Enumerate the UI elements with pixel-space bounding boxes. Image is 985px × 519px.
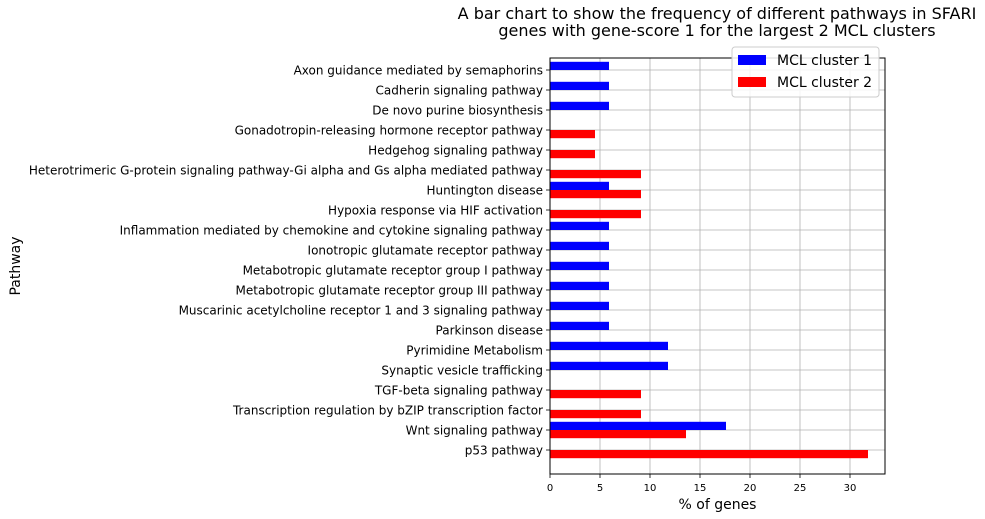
y-tick-label: Inflammation mediated by chemokine and c… (120, 224, 543, 238)
bar-series-1-12 (550, 301, 609, 310)
bar-series-2-3 (550, 130, 595, 139)
x-axis-label: % of genes (679, 497, 757, 513)
y-tick-label: Ionotropic glutamate receptor pathway (308, 244, 543, 258)
bar-series-1-1 (550, 81, 609, 90)
bar-series-2-6 (550, 190, 641, 199)
bar-series-1-10 (550, 261, 609, 270)
y-tick-label: De novo purine biosynthesis (372, 104, 543, 118)
y-tick-label: Parkinson disease (436, 324, 543, 338)
bar-series-1-18 (550, 421, 726, 430)
y-tick-label: Huntington disease (426, 184, 543, 198)
x-tick-label: 25 (794, 483, 807, 494)
y-tick-label: Wnt signaling pathway (406, 424, 543, 438)
y-tick-label: Metabotropic glutamate receptor group II… (236, 284, 544, 298)
plot-frame (549, 57, 886, 475)
bars (550, 61, 868, 459)
x-tick-label: 20 (744, 483, 757, 494)
bar-series-2-7 (550, 210, 641, 219)
bar-series-1-11 (550, 281, 609, 290)
chart-title-line: genes with gene-score 1 for the largest … (498, 21, 935, 40)
bar-series-1-15 (550, 361, 668, 370)
x-tick-label: 30 (844, 483, 857, 494)
bar-series-1-8 (550, 221, 609, 230)
y-tick-label: Muscarinic acetylcholine receptor 1 and … (179, 304, 543, 318)
legend-swatch (738, 55, 766, 65)
legend-swatch (738, 77, 766, 87)
y-tick-label: Hedgehog signaling pathway (368, 144, 543, 158)
y-tick-label: Axon guidance mediated by semaphorins (294, 64, 543, 78)
legend: MCL cluster 1 MCL cluster 2 (731, 46, 880, 98)
chart-title-line: A bar chart to show the frequency of dif… (458, 4, 977, 23)
bar-series-1-0 (550, 61, 609, 70)
y-tick-label: Transcription regulation by bZIP transcr… (232, 404, 543, 418)
y-tick-label: Hypoxia response via HIF activation (328, 204, 543, 218)
bar-series-1-14 (550, 341, 668, 350)
y-axis-label: Pathway (8, 236, 24, 295)
bar-series-2-4 (550, 150, 595, 159)
legend-label: MCL cluster 2 (777, 75, 872, 91)
bar-series-2-17 (550, 410, 641, 419)
y-tick-label: Cadherin signaling pathway (376, 84, 543, 98)
x-tick-label: 10 (644, 483, 657, 494)
bar-series-2-16 (550, 390, 641, 399)
y-tick-label: TGF-beta signaling pathway (374, 384, 543, 398)
legend-label: MCL cluster 1 (777, 53, 872, 69)
bar-series-1-2 (550, 101, 609, 110)
bar-series-2-5 (550, 170, 641, 179)
y-tick-label: Pyrimidine Metabolism (406, 344, 543, 358)
x-tick-label: 15 (694, 483, 707, 494)
bar-series-2-19 (550, 450, 868, 459)
bar-series-1-13 (550, 321, 609, 330)
y-tick-label: Heterotrimeric G-protein signaling pathw… (29, 164, 543, 178)
y-tick-label: p53 pathway (465, 444, 543, 458)
x-tick-label: 0 (547, 483, 553, 494)
bar-series-1-6 (550, 181, 609, 190)
chart-title: A bar chart to show the frequency of dif… (458, 4, 977, 40)
y-tick-labels: Axon guidance mediated by semaphorins Cad… (29, 64, 550, 458)
legend-box (731, 46, 880, 98)
x-tick-labels: 0 5 10 15 20 25 30 (547, 474, 857, 494)
bar-series-1-9 (550, 241, 609, 250)
x-tick-label: 5 (597, 483, 603, 494)
y-tick-label: Synaptic vesicle trafficking (381, 364, 543, 378)
bar-series-2-18 (550, 430, 686, 439)
y-tick-label: Metabotropic glutamate receptor group I … (243, 264, 543, 278)
y-tick-label: Gonadotropin-releasing hormone receptor … (235, 124, 543, 138)
